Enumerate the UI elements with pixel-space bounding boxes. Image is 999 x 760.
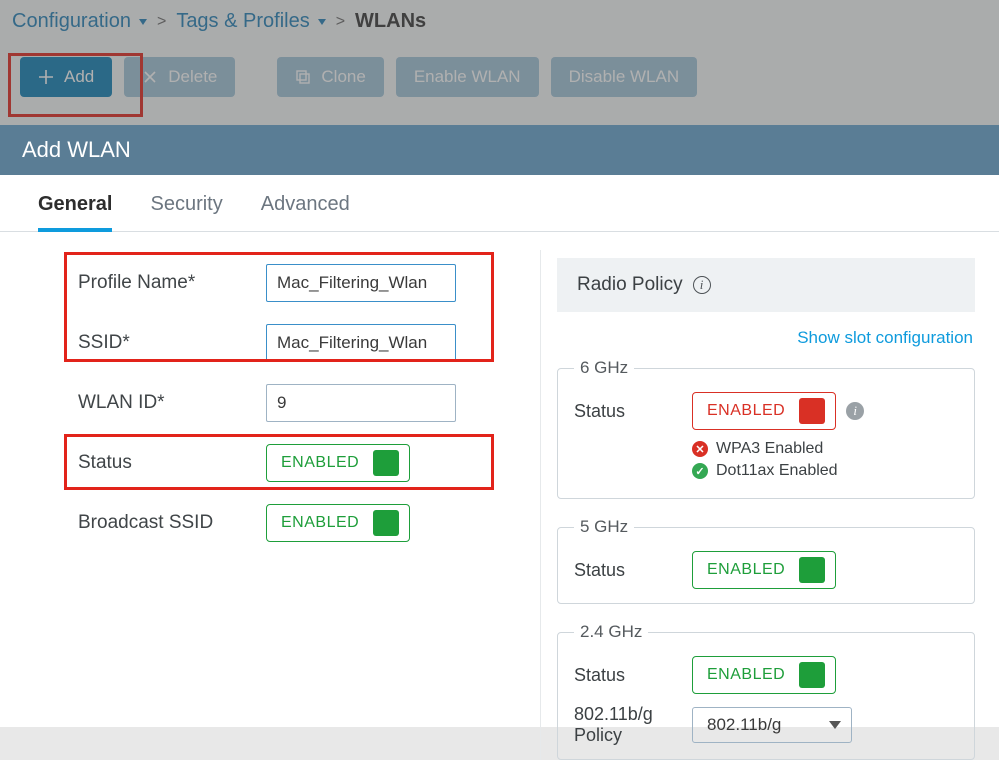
toggle-knob-icon	[799, 662, 825, 688]
label-broadcast-ssid: Broadcast SSID	[78, 512, 266, 534]
tab-advanced[interactable]: Advanced	[261, 193, 350, 231]
band-6ghz-notes: ✕ WPA3 Enabled ✓ Dot11ax Enabled	[692, 440, 958, 480]
toggle-label: ENABLED	[707, 402, 785, 420]
toggle-label: ENABLED	[707, 666, 785, 684]
toggle-knob-icon	[799, 398, 825, 424]
band-legend: 5 GHz	[574, 517, 634, 537]
label-profile-name: Profile Name*	[78, 272, 266, 294]
row-ssid: SSID*	[78, 324, 510, 362]
band-legend: 6 GHz	[574, 358, 634, 378]
toggle-knob-icon	[373, 510, 399, 536]
label-status: Status	[78, 452, 266, 474]
tab-label: Advanced	[261, 193, 350, 215]
tab-general[interactable]: General	[38, 193, 112, 232]
check-icon: ✓	[692, 463, 708, 479]
band-24ghz-policy-select[interactable]: 802.11b/g	[692, 707, 852, 743]
toggle-label: ENABLED	[281, 514, 359, 532]
band-legend: 2.4 GHz	[574, 622, 648, 642]
band-5ghz: 5 GHz Status ENABLED	[557, 517, 975, 604]
toggle-label: ENABLED	[281, 454, 359, 472]
band-6ghz-status-toggle[interactable]: ENABLED	[692, 392, 836, 430]
radio-policy-panel: Radio Policy i Show slot configuration 6…	[540, 250, 999, 760]
row-wlan-id: WLAN ID*	[78, 384, 510, 422]
show-slot-config-link[interactable]: Show slot configuration	[541, 312, 999, 358]
note-wpa3: ✕ WPA3 Enabled	[692, 440, 958, 458]
radio-policy-header: Radio Policy i	[557, 258, 975, 312]
general-form: Profile Name* SSID* WLAN ID* Status ENAB…	[0, 250, 540, 760]
error-icon: ✕	[692, 441, 708, 457]
modal-body: Profile Name* SSID* WLAN ID* Status ENAB…	[0, 232, 999, 760]
modal-tabs: General Security Advanced	[0, 175, 999, 232]
tab-label: Security	[150, 193, 222, 215]
note-dot11ax: ✓ Dot11ax Enabled	[692, 462, 958, 480]
toggle-label: ENABLED	[707, 561, 785, 579]
label-ssid: SSID*	[78, 332, 266, 354]
profile-name-input[interactable]	[266, 264, 456, 302]
tab-label: General	[38, 193, 112, 215]
band-status-label: Status	[574, 560, 692, 581]
broadcast-ssid-toggle[interactable]: ENABLED	[266, 504, 410, 542]
select-value: 802.11b/g	[707, 715, 781, 735]
band-5ghz-status-toggle[interactable]: ENABLED	[692, 551, 836, 589]
note-text: Dot11ax Enabled	[716, 462, 838, 480]
add-wlan-modal: Add WLAN General Security Advanced Profi…	[0, 125, 999, 727]
row-profile-name: Profile Name*	[78, 264, 510, 302]
caret-down-icon	[829, 721, 841, 729]
modal-title: Add WLAN	[0, 125, 999, 175]
info-icon[interactable]: i	[693, 276, 711, 294]
info-icon[interactable]: i	[846, 402, 864, 420]
band-24ghz: 2.4 GHz Status ENABLED 802.11b/g Policy …	[557, 622, 975, 760]
tab-security[interactable]: Security	[150, 193, 222, 231]
toggle-knob-icon	[799, 557, 825, 583]
row-broadcast-ssid: Broadcast SSID ENABLED	[78, 504, 510, 542]
band-6ghz: 6 GHz Status ENABLED i ✕ WPA3 Enabled	[557, 358, 975, 499]
note-text: WPA3 Enabled	[716, 440, 823, 458]
row-status: Status ENABLED	[78, 444, 510, 482]
radio-policy-title: Radio Policy	[577, 274, 683, 296]
band-24ghz-status-toggle[interactable]: ENABLED	[692, 656, 836, 694]
ssid-input[interactable]	[266, 324, 456, 362]
wlan-id-input[interactable]	[266, 384, 456, 422]
show-slot-label: Show slot configuration	[797, 328, 973, 347]
status-toggle[interactable]: ENABLED	[266, 444, 410, 482]
band-status-label: Status	[574, 401, 692, 422]
label-wlan-id: WLAN ID*	[78, 392, 266, 414]
band-status-label: Status	[574, 665, 692, 686]
toggle-knob-icon	[373, 450, 399, 476]
band-policy-label: 802.11b/g Policy	[574, 704, 692, 745]
